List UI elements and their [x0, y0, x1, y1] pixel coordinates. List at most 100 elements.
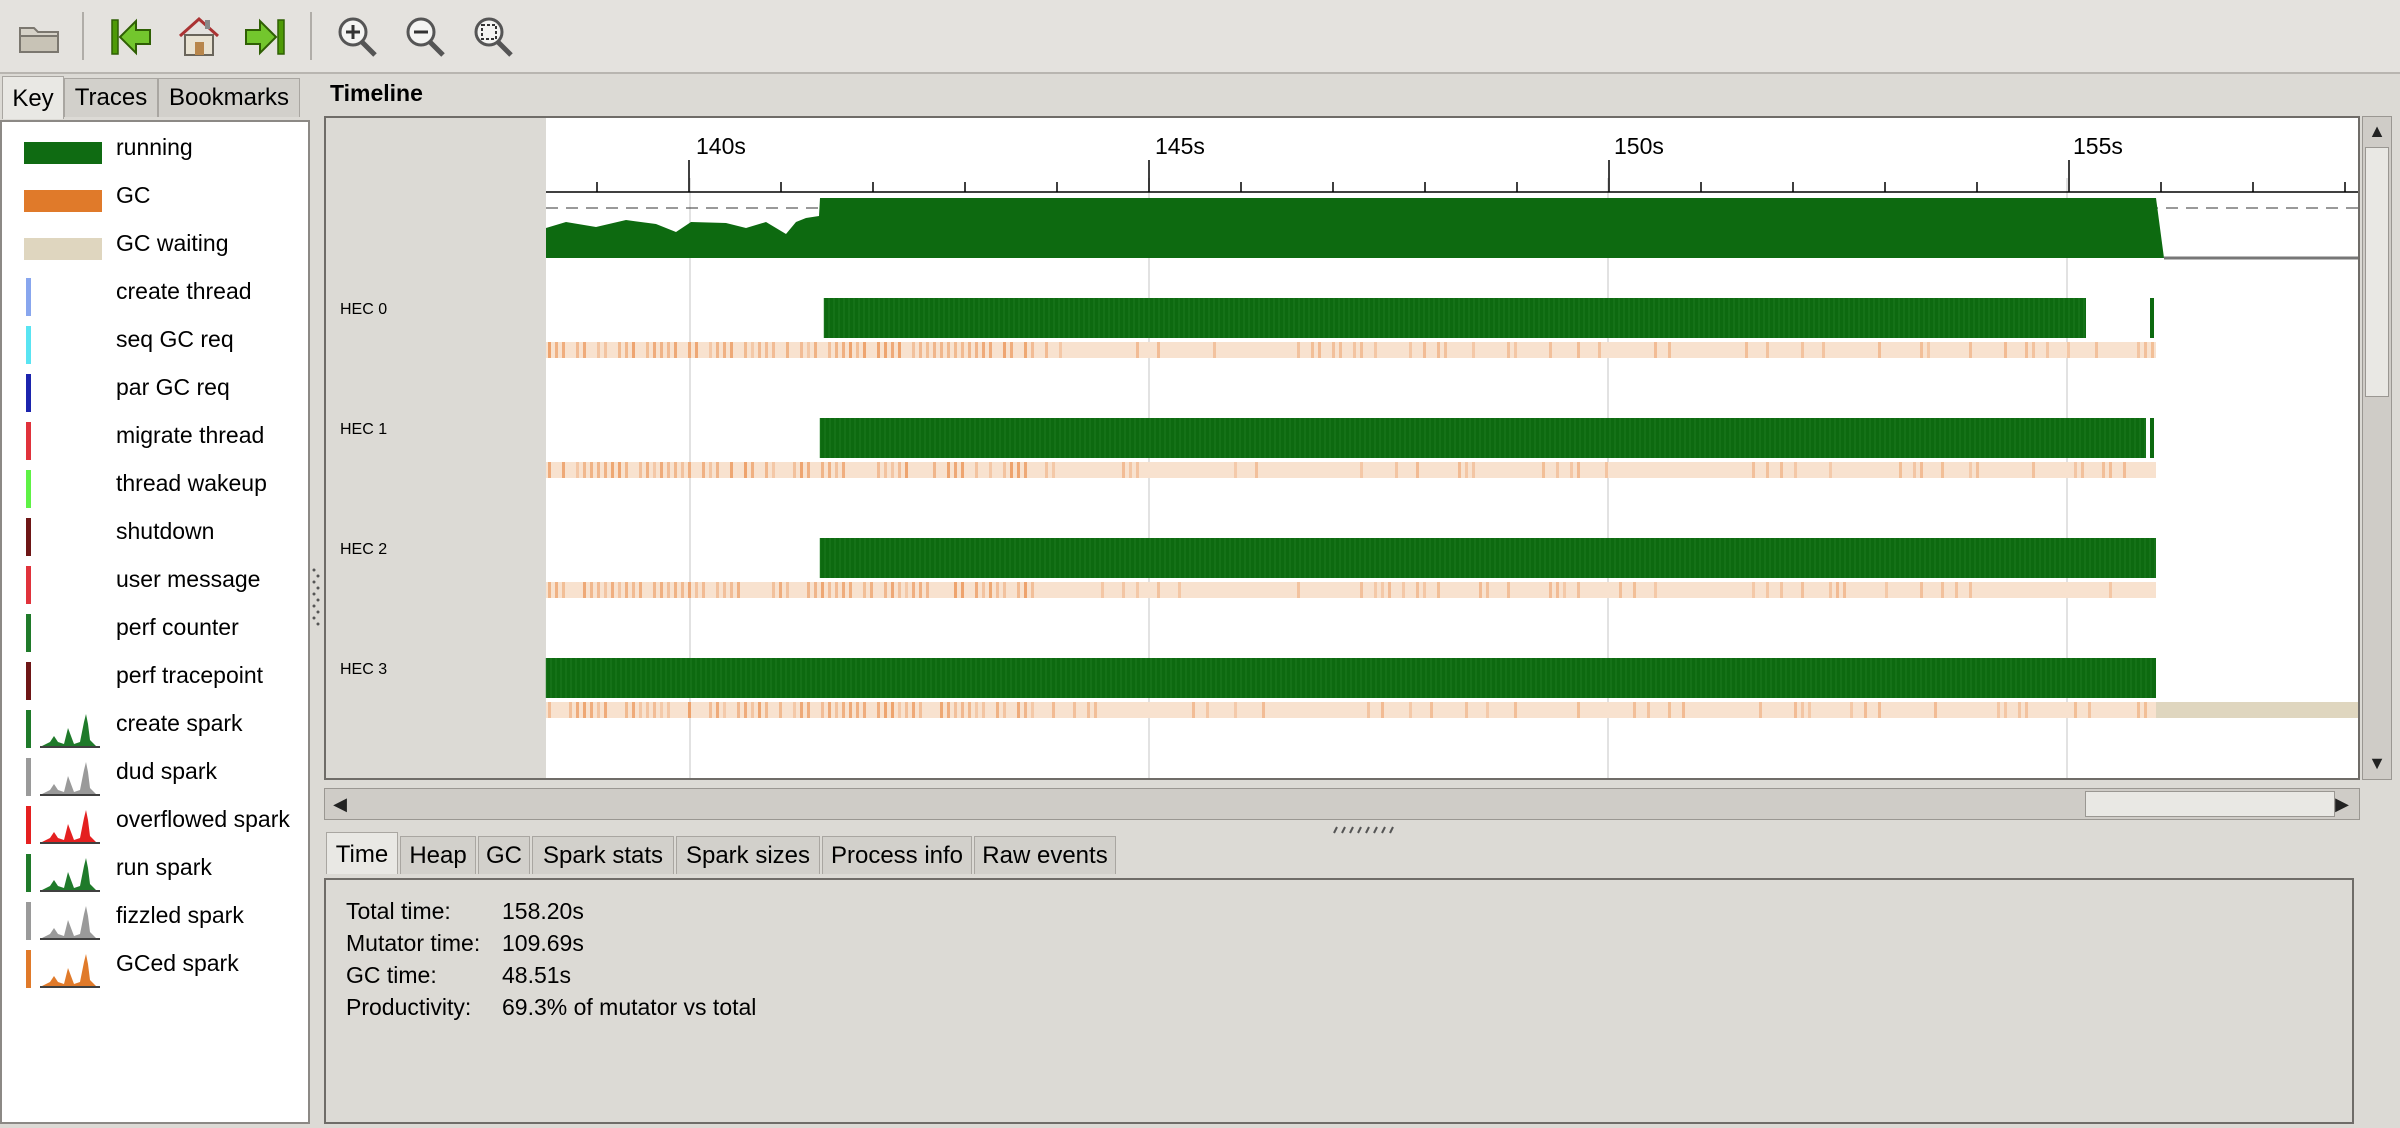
gc-mark [1136, 462, 1139, 478]
horizontal-scrollbar[interactable]: ◀ ▶ [324, 788, 2360, 820]
tab-time[interactable]: Time [326, 832, 398, 874]
key-item-fizzled-spark: fizzled spark [2, 894, 302, 942]
zoom-out-button[interactable] [398, 10, 452, 64]
tick-label: 140s [696, 133, 746, 159]
gc-mark [1542, 462, 1545, 478]
gc-mark [569, 702, 572, 718]
gc-mark [1472, 462, 1475, 478]
gc-mark [1136, 582, 1139, 598]
tab-spark-stats[interactable]: Spark stats [532, 836, 674, 874]
gc-mark [821, 582, 824, 598]
tab-key[interactable]: Key [2, 76, 64, 119]
tab-process-info[interactable]: Process info [822, 836, 972, 874]
gc-mark [639, 462, 642, 478]
scroll-down-arrow-icon[interactable]: ▼ [2368, 753, 2386, 773]
gc-mark [933, 462, 936, 478]
jump-end-button[interactable] [238, 10, 292, 64]
gc-mark [814, 582, 817, 598]
tab-heap[interactable]: Heap [400, 836, 476, 874]
gc-mark [1234, 702, 1237, 718]
gc-mark [1094, 702, 1097, 718]
timeline-title: Timeline [330, 80, 423, 106]
gc-mark [1759, 702, 1762, 718]
gc-mark [835, 702, 838, 718]
gc-mark [765, 342, 768, 358]
scroll-up-arrow-icon[interactable]: ▲ [2368, 121, 2386, 141]
tab-bookmarks[interactable]: Bookmarks [158, 78, 300, 117]
gc-mark [2004, 342, 2007, 358]
vertical-scrollbar[interactable]: ▲ ▼ [2362, 116, 2392, 780]
gc-mark [758, 702, 761, 718]
gc-mark [891, 462, 894, 478]
gc-mark [877, 702, 880, 718]
gc-mark [821, 462, 824, 478]
gc-mark [863, 342, 866, 358]
key-item-shutdown: shutdown [2, 510, 302, 558]
gc-mark [1598, 342, 1601, 358]
gc-mark [1423, 342, 1426, 358]
key-item-label: running [116, 134, 193, 160]
pane-splitter-handle[interactable] [1328, 822, 1398, 834]
pane-splitter-handle[interactable] [310, 560, 322, 640]
gc-mark [1192, 702, 1195, 718]
scroll-right-arrow-icon[interactable]: ▶ [2335, 794, 2349, 814]
info-label: Total time: [346, 898, 451, 924]
gc-mark [1570, 462, 1573, 478]
gc-mark [1885, 582, 1888, 598]
gc-mark [590, 582, 593, 598]
key-item-dud-spark: dud spark [2, 750, 302, 798]
gc-mark [933, 342, 936, 358]
gc-mark [2018, 702, 2021, 718]
tab-gc[interactable]: GC [478, 836, 530, 874]
hec-label: HEC 2 [340, 541, 387, 558]
gc-mark [1213, 342, 1216, 358]
gc-mark [1409, 702, 1412, 718]
key-item-label: create thread [116, 278, 252, 304]
gc-mark [919, 582, 922, 598]
scroll-left-arrow-icon[interactable]: ◀ [333, 794, 347, 814]
gc-mark [1577, 702, 1580, 718]
gc-mark [597, 702, 600, 718]
gc-mark [1374, 582, 1377, 598]
vertical-scroll-thumb[interactable] [2365, 147, 2389, 397]
gc-mark [1122, 582, 1125, 598]
key-item-label: fizzled spark [116, 902, 244, 928]
gc-mark [1878, 702, 1881, 718]
gc-mark [667, 342, 670, 358]
tab-spark-sizes[interactable]: Spark sizes [676, 836, 820, 874]
tick-label: 155s [2073, 133, 2123, 159]
gc-mark [912, 702, 915, 718]
color-swatch [24, 142, 102, 164]
gc-mark [1822, 342, 1825, 358]
gc-mark [702, 462, 705, 478]
gc-mark [555, 342, 558, 358]
gc-mark [947, 462, 950, 478]
jump-start-button[interactable] [104, 10, 158, 64]
gc-mark [2151, 342, 2154, 358]
gc-mark [1514, 342, 1517, 358]
horizontal-scroll-thumb[interactable] [2085, 791, 2335, 817]
open-file-button[interactable] [12, 10, 66, 64]
gc-mark [2004, 702, 2007, 718]
spark-graph-icon [40, 762, 100, 796]
tab-raw-events[interactable]: Raw events [974, 836, 1116, 874]
gc-mark [1507, 582, 1510, 598]
gc-mark [1409, 342, 1412, 358]
home-button[interactable] [172, 10, 226, 64]
zoom-fit-button[interactable] [466, 10, 520, 64]
gc-mark [842, 462, 845, 478]
gc-mark [1465, 702, 1468, 718]
gc-mark [660, 462, 663, 478]
event-color-bar [26, 662, 31, 700]
gc-mark [849, 342, 852, 358]
timeline-view[interactable]: 140s 145s 150s 155s HEC 0 HEC 1 HEC 2 HEC 3 [324, 116, 2360, 780]
gc-mark [1010, 342, 1013, 358]
gc-mark [2144, 702, 2147, 718]
gc-mark [583, 342, 586, 358]
gc-mark [786, 582, 789, 598]
key-panel: running GC GC waiting create thread seq GC r… [0, 120, 310, 1124]
zoom-in-button[interactable] [330, 10, 384, 64]
gc-mark [835, 582, 838, 598]
tab-traces[interactable]: Traces [64, 78, 158, 117]
toolbar [0, 0, 2400, 74]
